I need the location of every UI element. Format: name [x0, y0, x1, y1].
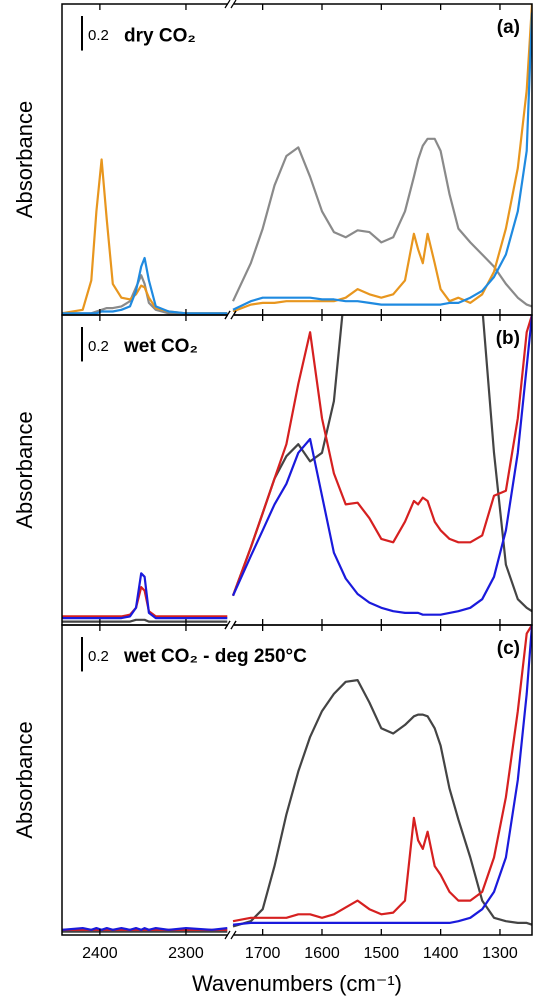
axis-break	[224, 0, 231, 9]
axis-break	[224, 310, 231, 320]
axis-break	[224, 930, 231, 940]
scale-bar-label: 0.2	[88, 27, 109, 44]
spectrum-line	[62, 12, 532, 315]
axis-break-gap	[228, 932, 234, 938]
x-tick-label: 2400	[82, 945, 118, 962]
axis-break-gap	[228, 312, 234, 318]
spectrum-line	[62, 4, 532, 315]
axis-break	[230, 930, 237, 940]
x-tick-label: 2300	[168, 945, 204, 962]
scale-bar-label: 0.2	[88, 648, 109, 665]
panel-frame	[61, 3, 533, 316]
axis-break	[224, 620, 231, 630]
spectrum-line	[62, 315, 532, 620]
scale-bar-label: 0.2	[88, 338, 109, 355]
y-axis-label: Absorbance	[12, 101, 37, 218]
panel-label: (a)	[497, 17, 520, 38]
axis-break	[230, 620, 237, 630]
panel-label: (b)	[496, 328, 520, 349]
spectrum-line	[62, 625, 532, 931]
panel-label: (c)	[497, 638, 520, 659]
panel-title: wet CO₂	[123, 336, 198, 357]
y-axis-label: Absorbance	[12, 721, 37, 838]
x-tick-label: 1300	[482, 945, 518, 962]
x-tick-label: 1400	[423, 945, 459, 962]
x-tick-label: 1500	[364, 945, 400, 962]
axis-break	[230, 310, 237, 320]
axis-break-gap	[228, 1, 234, 7]
axis-break-gap	[228, 622, 234, 628]
panel-frame	[61, 624, 533, 936]
x-tick-label: 1600	[304, 945, 340, 962]
spectrum-line	[62, 315, 532, 618]
axis-break	[230, 0, 237, 9]
spectrum-line	[62, 315, 532, 623]
panel-title: dry CO₂	[124, 25, 196, 46]
x-axis-label: Wavenumbers (cm⁻¹)	[192, 971, 402, 996]
y-axis-label: Absorbance	[12, 411, 37, 528]
panel-frame	[61, 314, 533, 626]
spectrum-line	[62, 679, 532, 933]
spectrum-line	[62, 137, 532, 315]
x-tick-label: 1700	[245, 945, 281, 962]
panel-title: wet CO₂ - deg 250°C	[123, 646, 307, 667]
